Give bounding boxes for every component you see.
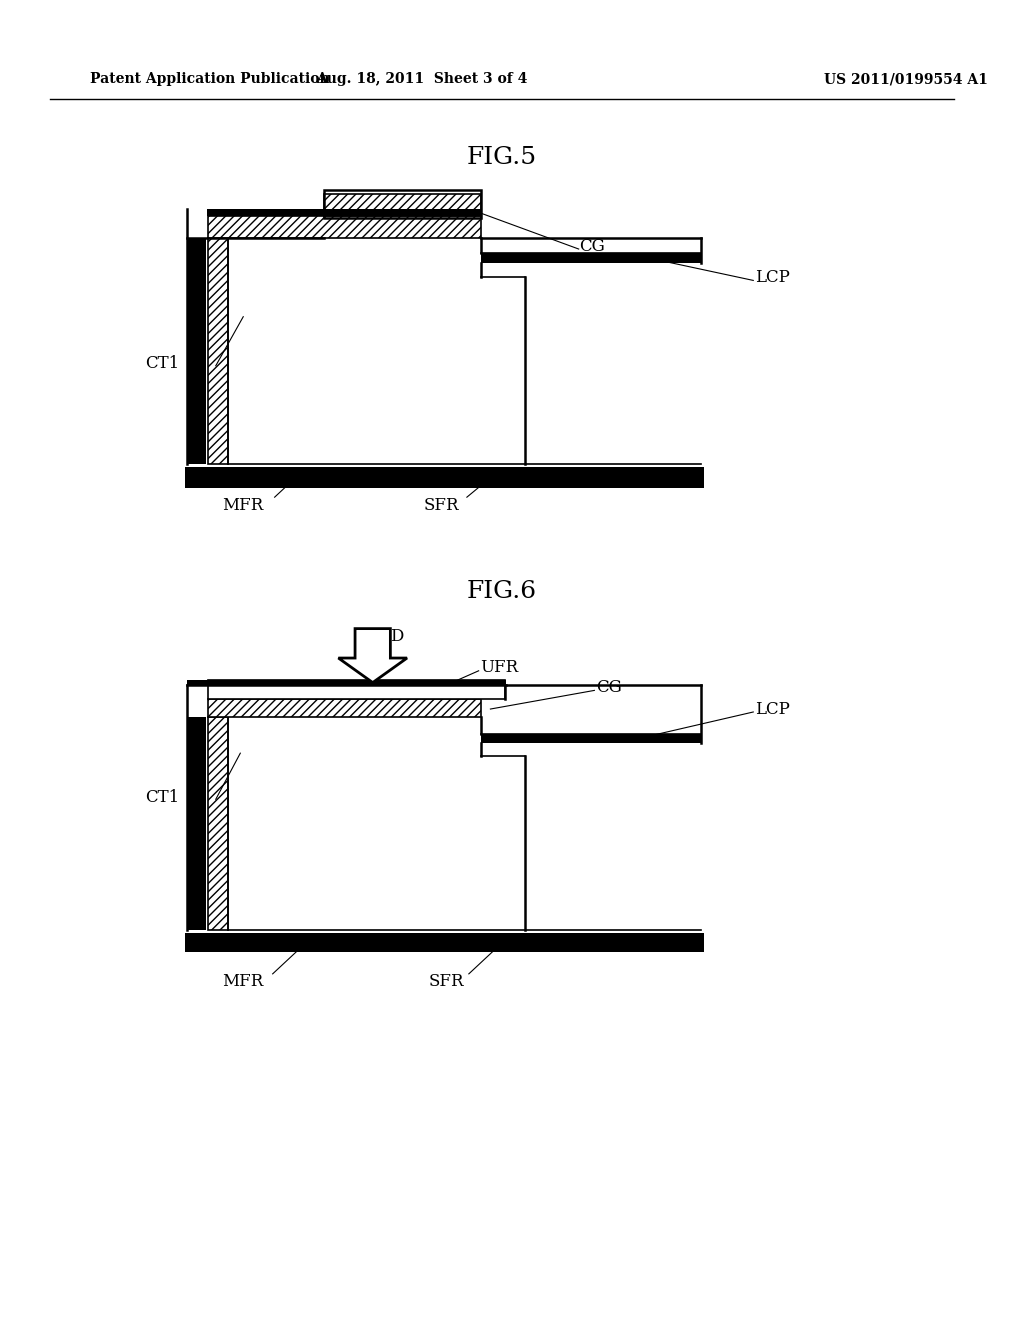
Polygon shape: [338, 628, 408, 682]
Bar: [188, 717, 206, 929]
Text: UFR: UFR: [480, 660, 519, 676]
Text: MFR: MFR: [222, 496, 264, 513]
Bar: [208, 680, 505, 700]
Bar: [324, 190, 480, 218]
Text: Patent Application Publication: Patent Application Publication: [90, 73, 330, 86]
Bar: [324, 194, 480, 215]
Bar: [208, 700, 480, 717]
Text: MFR: MFR: [222, 973, 264, 990]
Bar: [185, 467, 705, 488]
Text: D: D: [390, 628, 403, 645]
Bar: [208, 238, 227, 463]
Bar: [207, 209, 481, 215]
Text: SFR: SFR: [428, 973, 464, 990]
Bar: [187, 680, 506, 685]
Bar: [480, 253, 701, 263]
Text: CT1: CT1: [145, 789, 179, 805]
Text: SFR: SFR: [424, 496, 459, 513]
Text: LCP: LCP: [756, 701, 791, 718]
Text: FIG.5: FIG.5: [467, 147, 538, 169]
Text: Aug. 18, 2011  Sheet 3 of 4: Aug. 18, 2011 Sheet 3 of 4: [316, 73, 527, 86]
Text: CG: CG: [579, 238, 604, 255]
Bar: [480, 734, 701, 743]
Text: CT1: CT1: [145, 355, 179, 372]
Text: LCP: LCP: [756, 269, 791, 286]
Bar: [208, 215, 480, 238]
Text: CG: CG: [596, 678, 623, 696]
Text: FIG.6: FIG.6: [467, 579, 538, 603]
Bar: [185, 933, 705, 952]
Bar: [208, 717, 227, 929]
Text: US 2011/0199554 A1: US 2011/0199554 A1: [824, 73, 988, 86]
Bar: [188, 238, 206, 463]
